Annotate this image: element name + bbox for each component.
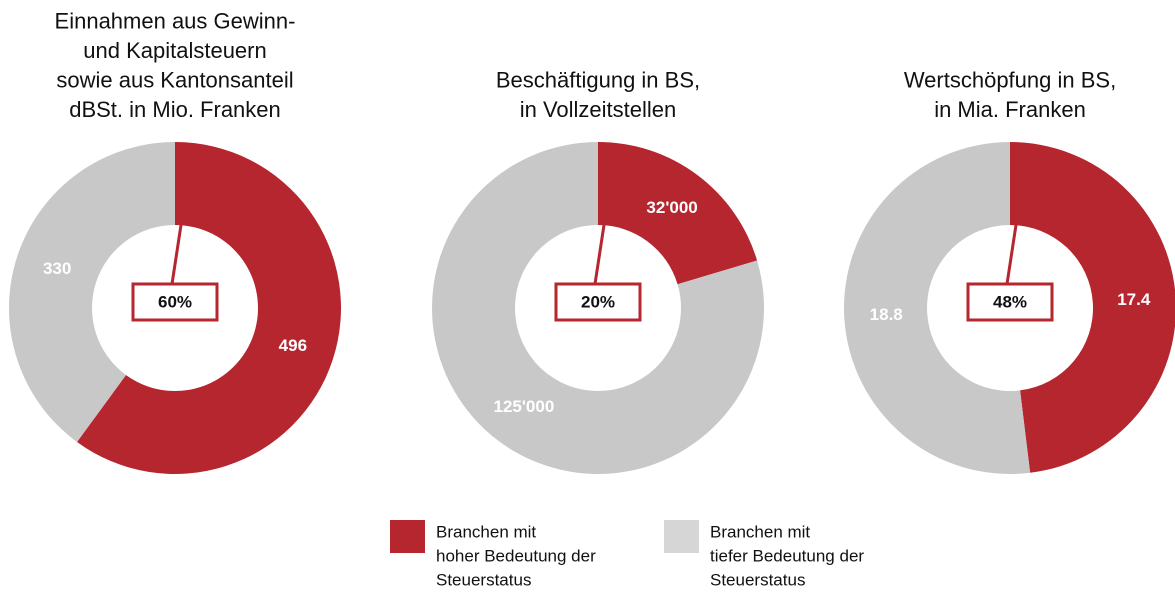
donut-segment [598,142,758,285]
center-box [966,282,1054,322]
donut-segment [431,142,765,474]
legend-swatch [390,520,425,553]
pointer-line [170,224,183,285]
legend-label: Branchen mit [436,522,536,541]
pointer-line [1005,224,1018,285]
donut-segment [1010,142,1175,473]
chart-title: in Vollzeitstellen [520,97,677,122]
center-box [554,282,642,322]
center-box [131,282,219,322]
legend-label: tiefer Bedeutung der [710,546,864,565]
value-label: 330 [43,259,71,278]
legend-label: hoher Bedeutung der [436,546,596,565]
chart-title: Wertschöpfung in BS, [904,67,1116,92]
value-label: 496 [279,336,307,355]
legend-label: Steuerstatus [710,570,805,589]
center-label: 20% [581,292,615,311]
value-label: 32'000 [646,198,697,217]
donut-segment [77,142,341,474]
pointer-line [593,224,606,285]
chart-title: Beschäftigung in BS, [496,67,700,92]
chart-title: Einnahmen aus Gewinn- [55,8,296,33]
value-label: 125'000 [494,397,555,416]
center-label: 60% [158,292,192,311]
legend-swatch [664,520,699,553]
center-label: 48% [993,292,1027,311]
donut-segment [843,142,1031,474]
legend-label: Branchen mit [710,522,810,541]
chart-title: dBSt. in Mio. Franken [69,97,281,122]
chart-title: in Mia. Franken [934,97,1086,122]
chart-title: und Kapitalsteuern [83,38,266,63]
chart-title: sowie aus Kantonsanteil [56,67,293,92]
value-label: 17.4 [1117,290,1151,309]
legend-label: Steuerstatus [436,570,531,589]
donut-segment [8,142,175,442]
value-label: 18.8 [870,305,903,324]
